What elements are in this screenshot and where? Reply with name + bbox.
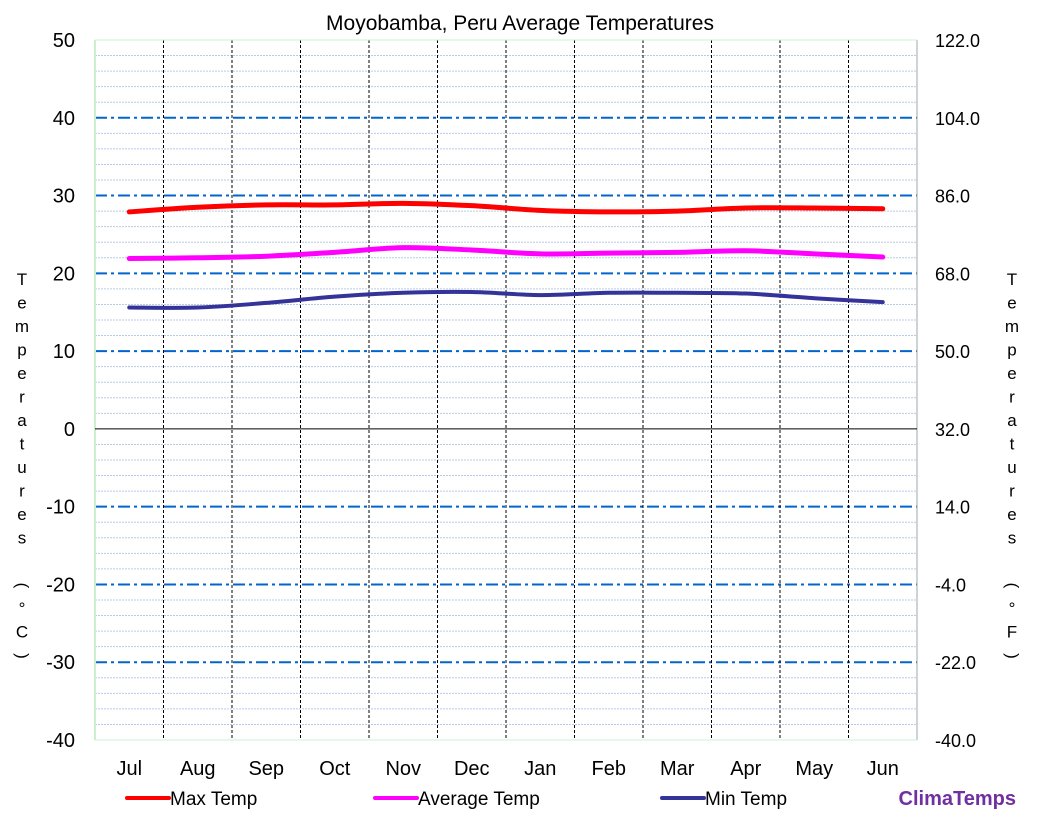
legend-label: Average Temp <box>418 789 540 810</box>
y-tick-label-right: 14.0 <box>935 498 970 518</box>
x-tick-label: Aug <box>180 758 216 780</box>
y-axis-label-right: s <box>1008 529 1017 548</box>
y-axis-label-left: p <box>17 341 26 360</box>
y-tick-label-left: 50 <box>53 30 75 52</box>
y-axis-label-right: a <box>1007 411 1017 430</box>
y-axis-label-left: ( <box>13 583 32 589</box>
y-axis-label-left: a <box>17 411 27 430</box>
y-axis-label-right: F <box>1007 623 1017 642</box>
y-axis-label-left: e <box>17 294 26 313</box>
chart-title: Moyobamba, Peru Average Temperatures <box>326 12 714 35</box>
x-tick-label: Sep <box>248 758 284 780</box>
y-axis-label-left: ° <box>19 599 26 618</box>
series-line-average-temp <box>126 245 886 262</box>
x-tick-label: Oct <box>319 758 351 780</box>
x-tick-label: Apr <box>730 758 761 780</box>
x-tick-label: Nov <box>385 758 421 780</box>
y-axis-label-right: e <box>1007 505 1016 524</box>
y-axis-label-left: C <box>16 623 28 642</box>
y-tick-label-right: 32.0 <box>935 420 970 440</box>
y-axis-label-right: e <box>1007 294 1016 313</box>
y-tick-label-left: 0 <box>64 419 75 441</box>
y-axis-label-left: m <box>15 317 29 336</box>
y-axis-label-right: ° <box>1009 599 1016 618</box>
y-axis-label-right: m <box>1005 317 1019 336</box>
x-tick-label: Jul <box>116 758 142 780</box>
y-tick-label-right: -40.0 <box>935 731 976 751</box>
x-tick-label: May <box>795 758 833 780</box>
y-axis-label-right: e <box>1007 364 1016 383</box>
x-tick-label: Jun <box>867 758 899 780</box>
y-tick-label-right: 86.0 <box>935 187 970 207</box>
y-axis-label-left: T <box>17 270 27 289</box>
y-tick-label-left: -40 <box>46 730 75 752</box>
y-tick-label-left: -20 <box>46 574 75 596</box>
y-axis-label-left: e <box>17 505 26 524</box>
y-axis-label-left: u <box>17 458 26 477</box>
y-axis-label-left: r <box>19 388 25 407</box>
y-tick-label-right: -4.0 <box>935 575 966 595</box>
y-tick-label-right: -22.0 <box>935 653 976 673</box>
y-tick-label-left: 30 <box>53 186 75 208</box>
y-axis-label-left: t <box>20 435 25 454</box>
y-axis-label-right: T <box>1007 270 1017 289</box>
y-tick-label-left: -10 <box>46 497 75 519</box>
y-tick-label-left: 40 <box>53 108 75 130</box>
brand-logo: ClimaTemps <box>899 788 1016 810</box>
y-tick-label-right: 50.0 <box>935 342 970 362</box>
series-line-min-temp <box>127 289 885 310</box>
y-axis-label-left: s <box>18 529 27 548</box>
x-tick-label: Jan <box>524 758 556 780</box>
y-axis-label-right: t <box>1010 435 1015 454</box>
y-tick-label-right: 122.0 <box>935 31 980 51</box>
legend-label: Max Temp <box>170 789 257 810</box>
x-tick-label: Feb <box>592 758 626 780</box>
y-tick-label-right: 68.0 <box>935 264 970 284</box>
legend-label: Min Temp <box>705 789 787 810</box>
y-axis-label-right: p <box>1007 341 1016 360</box>
x-tick-label: Dec <box>454 758 490 780</box>
y-axis-label-right: u <box>1007 458 1016 477</box>
y-tick-label-left: 20 <box>53 263 75 285</box>
y-axis-label-left: r <box>19 482 25 501</box>
y-tick-label-right: 104.0 <box>935 109 980 129</box>
x-tick-label: Mar <box>660 758 695 780</box>
y-axis-label-right: ( <box>1003 583 1022 589</box>
y-axis-label-left: ) <box>13 653 32 659</box>
y-axis-label-right: r <box>1009 482 1015 501</box>
y-axis-label-left: e <box>17 364 26 383</box>
y-axis-label-right: r <box>1009 388 1015 407</box>
y-axis-label-right: ) <box>1003 653 1022 659</box>
series-line-max-temp <box>126 200 886 215</box>
y-tick-label-left: -30 <box>46 652 75 674</box>
y-tick-label-left: 10 <box>53 341 75 363</box>
